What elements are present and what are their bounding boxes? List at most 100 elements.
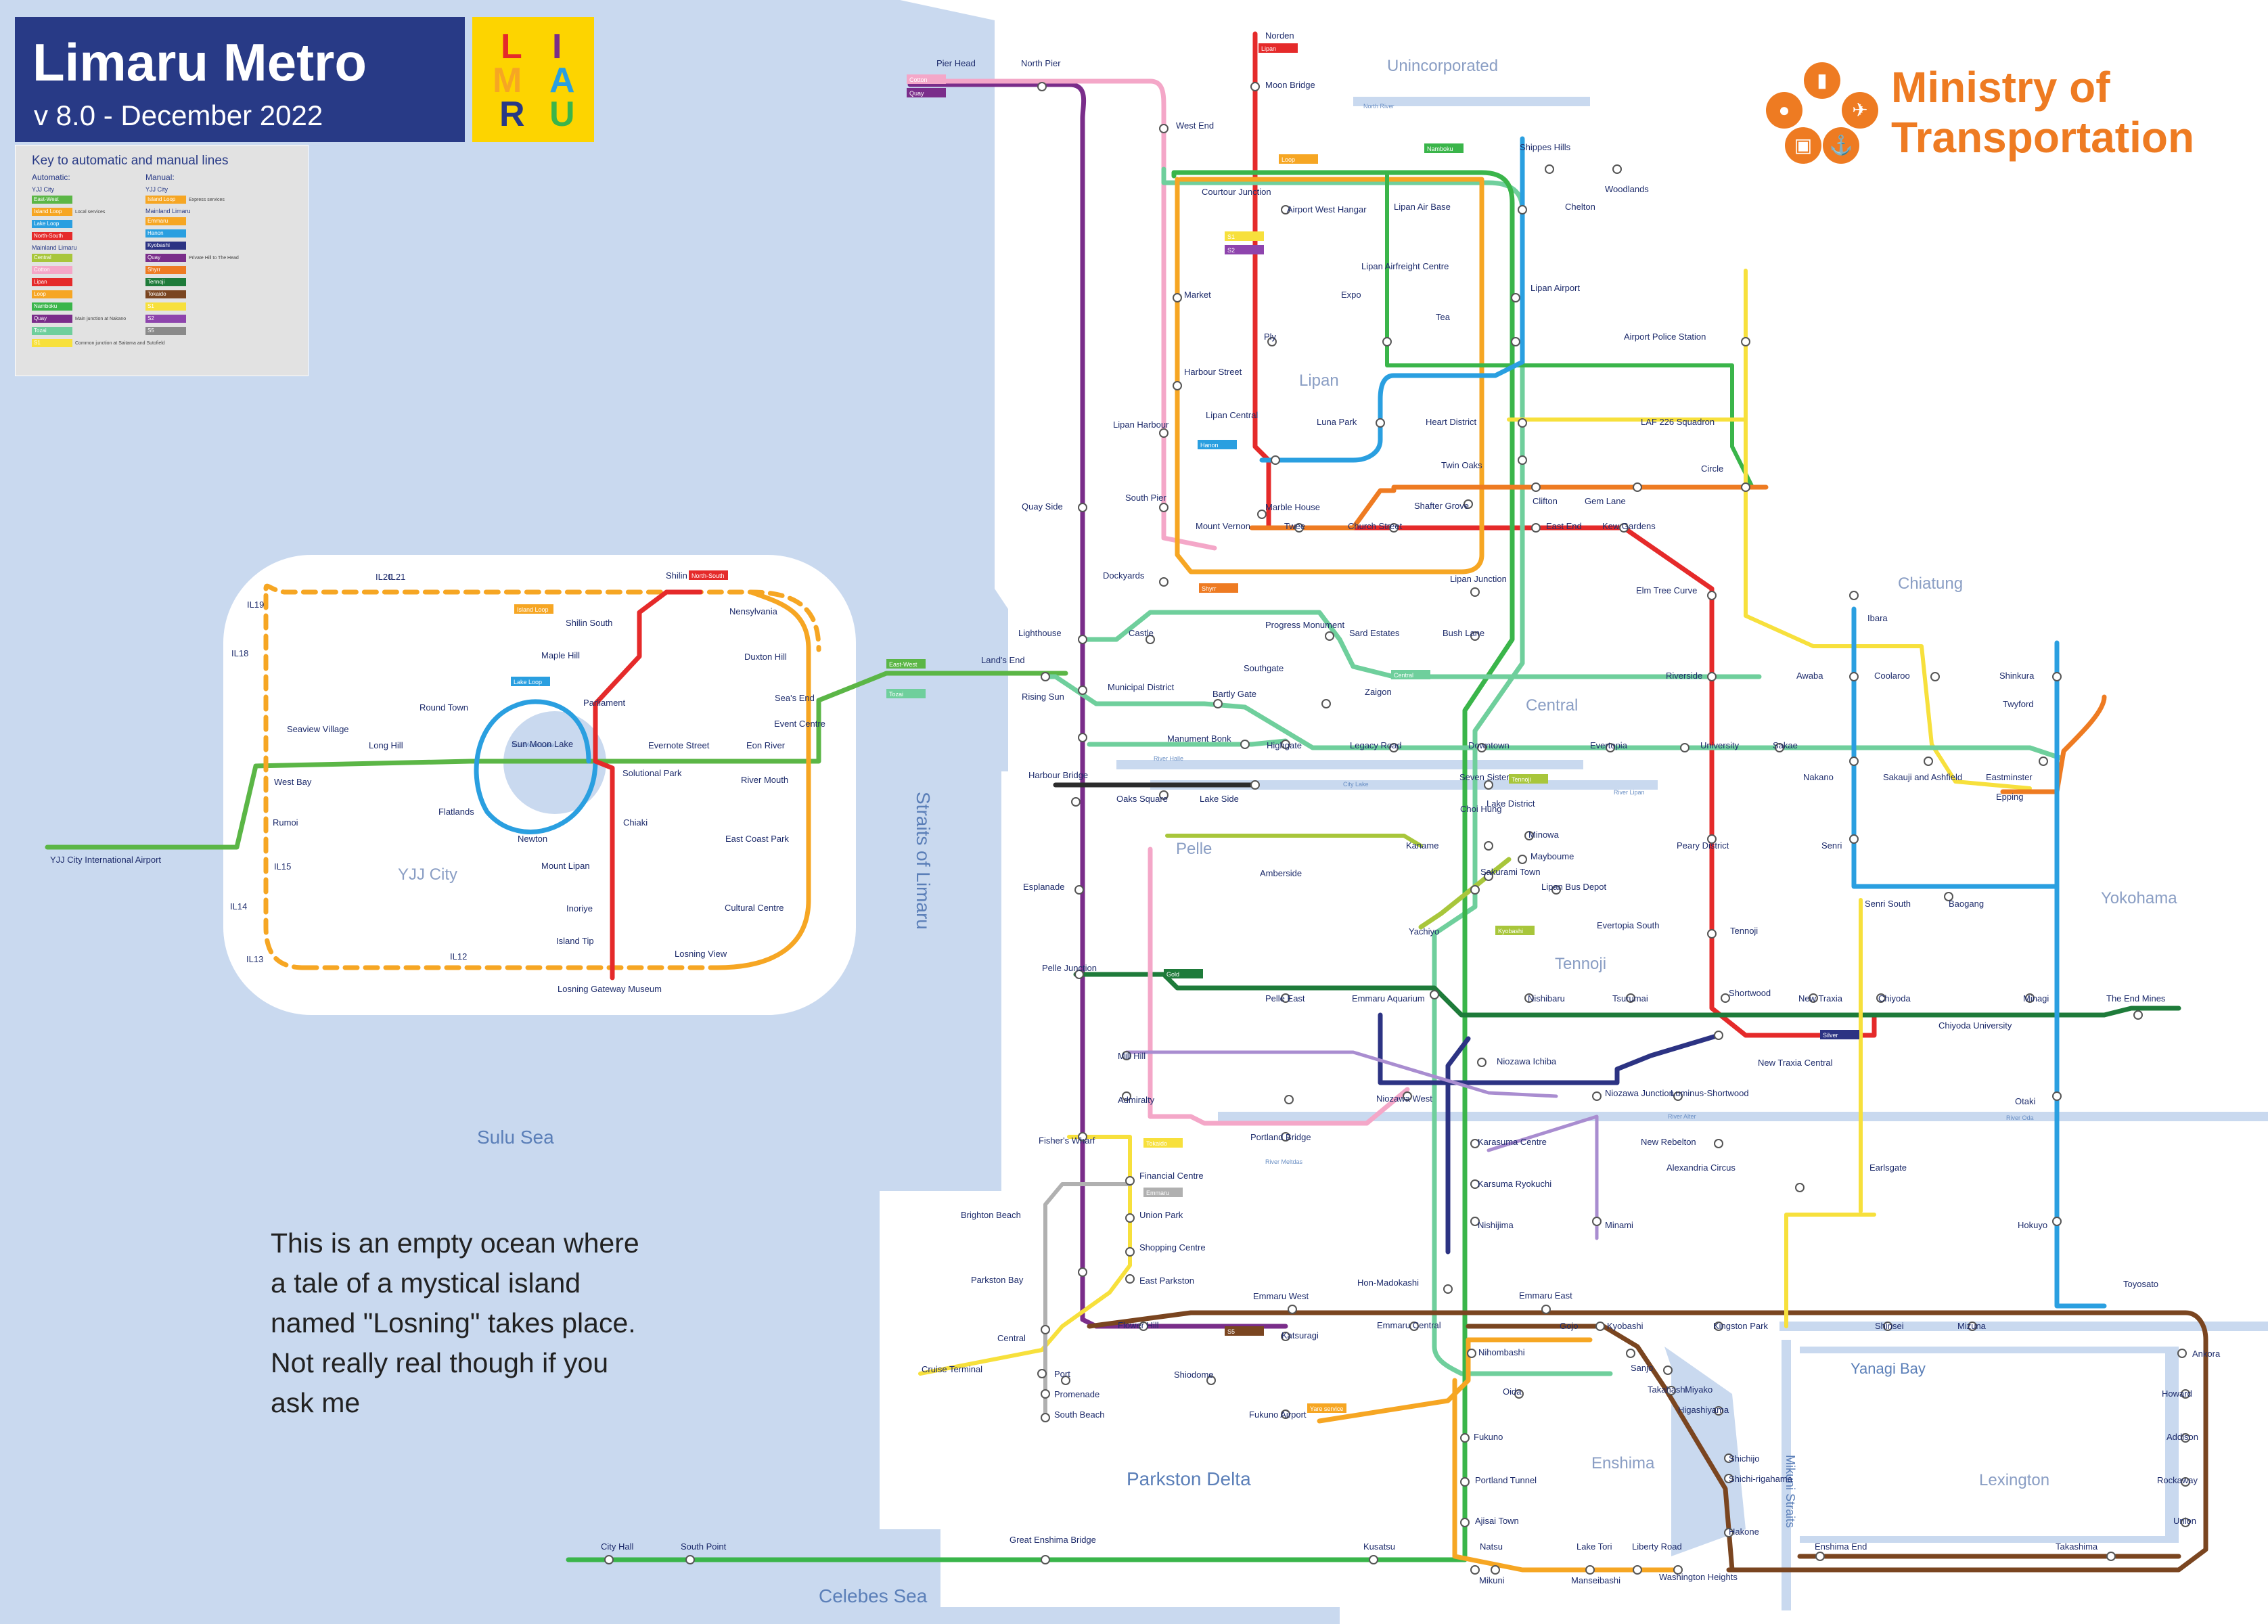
station-label: Niozawa Ichiba xyxy=(1497,1056,1557,1066)
station-marker xyxy=(1849,672,1859,681)
station-marker xyxy=(1592,1217,1602,1226)
station-label: Bush Lane xyxy=(1443,628,1484,638)
central-line xyxy=(1165,834,1423,848)
station-marker xyxy=(1741,482,1750,492)
station-label: East End xyxy=(1546,521,1582,531)
station-label: Shortwood xyxy=(1729,988,1771,998)
line-tag-label: Tokaido xyxy=(1146,1140,1167,1147)
key-line-swatch: Lipan xyxy=(32,278,72,286)
station-marker xyxy=(2025,993,2035,1003)
station-label: South Beach xyxy=(1054,1409,1104,1420)
key-line-row: Quay Private Hill to The Head xyxy=(145,254,239,262)
water-label: Yanagi Bay xyxy=(1851,1360,1926,1377)
station-label: Shilin South xyxy=(566,618,612,628)
key-line-row: Tozai xyxy=(32,327,72,335)
key-line-swatch: S1 xyxy=(32,339,72,347)
line-tag-label: S2 xyxy=(1227,247,1235,254)
station-marker xyxy=(1518,205,1527,215)
station-label: Downtown xyxy=(1468,740,1510,750)
station-label: Fukuno xyxy=(1474,1432,1503,1442)
line-tag xyxy=(907,88,946,97)
station-label: Maple Hill xyxy=(541,650,580,660)
logo-letter: A xyxy=(549,61,575,100)
station-label: Market xyxy=(1184,290,1211,300)
cotton-south-line xyxy=(1148,847,1410,1126)
station-marker xyxy=(1849,757,1859,766)
station-label: Church Street xyxy=(1348,521,1403,531)
station-label: Moon Bridge xyxy=(1265,80,1315,90)
station-marker xyxy=(1159,577,1169,587)
line-tag xyxy=(1509,774,1548,784)
station-marker xyxy=(1125,1176,1135,1186)
station-marker xyxy=(1541,1305,1551,1314)
station-label: South Pier xyxy=(1125,493,1166,503)
station-label: Shinkura xyxy=(1999,671,2035,681)
emmaru-line xyxy=(1317,1337,1593,1424)
station-marker xyxy=(1470,1217,1480,1226)
station-marker xyxy=(1078,635,1087,644)
tokaido-line xyxy=(1087,1310,2208,1573)
station-label: Ibara xyxy=(1867,613,1888,623)
station-label: Lake Tori xyxy=(1577,1541,1612,1552)
key-line-row: East-West xyxy=(32,196,72,204)
station-marker xyxy=(1514,1389,1524,1399)
station-label: New Traxia xyxy=(1798,993,1843,1003)
station-marker xyxy=(1707,929,1717,939)
station-markers xyxy=(604,82,2190,1575)
station-label: Lipan Junction xyxy=(1450,574,1507,584)
station-label: Harbour Street xyxy=(1184,367,1242,377)
station-label: Washington Heights xyxy=(1659,1572,1738,1582)
water-label: Straits of Limaru xyxy=(913,792,934,930)
station-label: Luna Park xyxy=(1317,417,1357,427)
station-label: Dockyards xyxy=(1103,570,1145,581)
station-label: Duxton Hill xyxy=(744,652,787,662)
line-tag xyxy=(886,659,926,669)
key-line-row: Namboku xyxy=(32,302,72,311)
station-marker xyxy=(1288,1305,1297,1314)
station-label: Lipan Central xyxy=(1206,410,1258,420)
tokaido-line xyxy=(1466,1324,1735,1573)
station-label: Municipal District xyxy=(1108,682,1175,692)
area-label: Central xyxy=(1526,696,1578,715)
line-tag xyxy=(1495,926,1535,935)
key-line-swatch: Shyrr xyxy=(145,266,186,274)
station-marker xyxy=(2039,757,2048,766)
station-label: Portland Bridge xyxy=(1250,1132,1311,1142)
station-label: Admiralty xyxy=(1118,1095,1155,1105)
key-line-swatch: Quay xyxy=(145,254,186,262)
station-label: Minowa xyxy=(1528,830,1560,840)
station-marker xyxy=(1663,1366,1673,1375)
line-tag-label: Shyrr xyxy=(1202,585,1217,592)
station-marker xyxy=(1619,523,1629,533)
station-label: Fukuno Airport xyxy=(1249,1409,1307,1420)
station-marker xyxy=(1707,591,1717,600)
station-label: Sakurami Town xyxy=(1480,867,1541,877)
line-tag-label: Island Loop xyxy=(517,606,549,613)
line-tag xyxy=(1225,245,1264,254)
line-tag-label: North-South xyxy=(691,572,725,579)
station-label: Airport West Hangar xyxy=(1287,204,1367,215)
limaru-logo: L I M A R U xyxy=(472,17,594,142)
station-marker xyxy=(1460,1433,1470,1443)
purple-line xyxy=(1487,1114,1599,1240)
station-marker xyxy=(1041,672,1050,681)
station-marker xyxy=(1139,1322,1148,1331)
station-label: Event Centre xyxy=(774,719,825,729)
station-label: Kingston Park xyxy=(1713,1321,1768,1331)
key-line-swatch: East-West xyxy=(32,196,72,204)
pedestrian-icon: ● xyxy=(1766,92,1802,129)
station-label: Lipan Airport xyxy=(1530,283,1580,293)
station-label: Emmaru Aquarium xyxy=(1352,993,1425,1003)
area-label: Enshima xyxy=(1591,1454,1655,1472)
station-label: Flatlands xyxy=(438,807,474,817)
station-label: Otaki xyxy=(2015,1096,2035,1106)
station-label: Elm Tree Curve xyxy=(1636,585,1697,595)
station-label: Mount Lipan xyxy=(541,861,590,871)
station-marker xyxy=(1592,1091,1602,1101)
station-label: East Coast Park xyxy=(725,834,789,844)
river-label: River Halle xyxy=(1154,755,1183,762)
plane-icon: ✈ xyxy=(1842,92,1878,129)
station-marker xyxy=(1281,1132,1290,1142)
station-marker xyxy=(1078,1132,1087,1142)
key-line-row: Lipan xyxy=(32,278,72,286)
